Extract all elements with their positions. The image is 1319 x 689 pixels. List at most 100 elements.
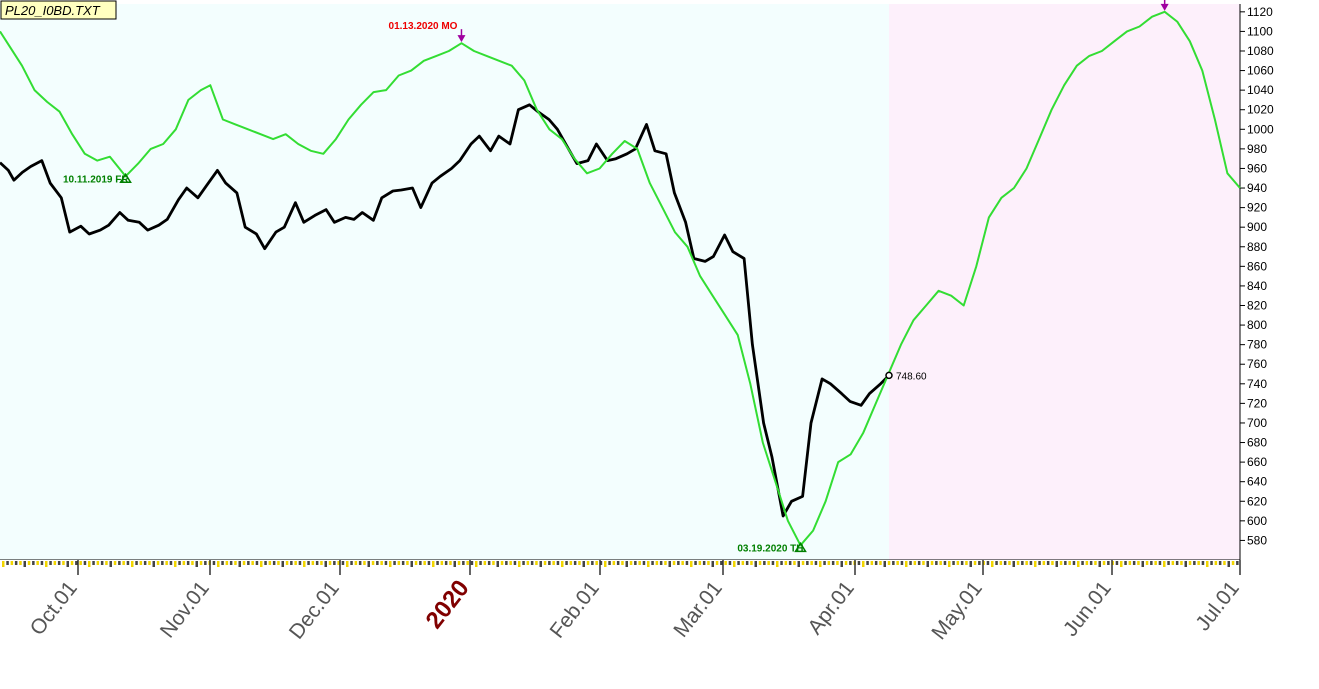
date-strip-tick: [728, 561, 732, 565]
date-strip-tick: [83, 561, 87, 565]
date-strip-tick: [268, 561, 272, 565]
y-tick-label: 580: [1247, 533, 1267, 547]
date-strip-tick: [457, 561, 461, 565]
date-strip-tick: [758, 561, 762, 565]
date-strip-tick: [139, 561, 143, 565]
date-strip-tick: [591, 561, 594, 565]
y-tick-label: 760: [1247, 357, 1267, 371]
date-strip-tick: [423, 561, 426, 565]
date-strip-tick: [10, 561, 14, 565]
y-tick-label: 940: [1247, 181, 1267, 195]
date-strip-tick: [1154, 561, 1157, 565]
date-strip-tick: [1085, 561, 1089, 565]
date-strip-tick: [475, 561, 478, 567]
date-strip-tick: [685, 561, 689, 565]
y-tick-label: 1040: [1247, 83, 1274, 97]
series-layer: 748.60: [0, 10, 1241, 547]
series-line-black: [0, 103, 890, 518]
date-strip-tick: [694, 561, 697, 565]
date-strip-tick: [565, 561, 568, 565]
x-tick-label: Oct.01: [26, 577, 82, 640]
date-strip-tick: [595, 561, 598, 565]
date-strip-tick: [621, 561, 624, 565]
date-strip-tick: [1081, 561, 1084, 565]
date-strip-tick: [221, 561, 224, 565]
date-strip-tick: [27, 561, 31, 565]
date-strip-tick: [543, 561, 547, 565]
date-strip-tick: [389, 561, 392, 567]
date-strip-tick: [629, 561, 633, 565]
date-strip-tick: [1029, 561, 1033, 565]
date-strip-tick: [948, 561, 951, 567]
date-strip-tick: [1025, 561, 1028, 565]
date-strip-tick: [797, 561, 800, 567]
date-strip-tick: [255, 561, 259, 565]
date-strip-tick: [204, 561, 207, 565]
date-strip-tick: [827, 561, 831, 565]
date-strip-tick: [217, 561, 220, 567]
y-axis-ticks: 580 600 620 640 660 680 700 720 740 760 780 800 820 8…: [1240, 5, 1274, 547]
date-strip-tick: [264, 561, 267, 565]
date-strip-tick: [1021, 561, 1024, 565]
date-strip-tick: [672, 561, 676, 565]
date-strip-tick: [552, 561, 555, 565]
y-tick-label: 880: [1247, 240, 1267, 254]
date-strip-tick: [793, 561, 796, 565]
date-strip-tick: [943, 561, 947, 565]
date-strip-tick: [453, 561, 456, 567]
date-strip-tick: [952, 561, 955, 565]
y-tick-label: 600: [1247, 514, 1267, 528]
date-strip-tick: [156, 561, 160, 565]
date-strip-tick: [281, 561, 284, 567]
date-strip-tick: [1003, 561, 1007, 565]
date-strip-tick: [913, 561, 917, 565]
date-strip-tick: [1201, 561, 1205, 565]
date-strip-tick: [887, 561, 891, 565]
date-strip-tick: [1064, 561, 1067, 565]
date-strip-tick: [922, 561, 925, 565]
date-strip-tick: [509, 561, 512, 565]
date-strip-tick: [358, 561, 362, 565]
date-strip-tick: [165, 561, 168, 565]
date-strip-tick: [530, 561, 534, 565]
date-strip-tick: [109, 561, 112, 567]
date-strip-tick: [573, 561, 577, 565]
date-strip-tick: [668, 561, 671, 567]
y-tick-label: 840: [1247, 279, 1267, 293]
date-strip-tick: [122, 561, 125, 565]
date-strip-tick: [380, 561, 383, 565]
date-strip-tick: [806, 561, 809, 565]
date-strip-tick: [1077, 561, 1080, 567]
date-strip-tick: [900, 561, 904, 565]
date-strip-tick: [896, 561, 899, 565]
date-strip-tick: [1089, 561, 1093, 565]
date-strip-tick: [152, 561, 155, 567]
date-strip-tick: [578, 561, 581, 565]
date-strip-tick: [569, 561, 573, 565]
date-strip-tick: [466, 561, 469, 565]
y-tick-label: 1080: [1247, 44, 1274, 58]
date-strip-tick: [711, 561, 714, 567]
date-strip-tick: [1218, 561, 1222, 565]
y-tick-label: 960: [1247, 161, 1267, 175]
date-strip-tick: [195, 561, 198, 567]
date-strip-tick: [294, 561, 297, 565]
date-strip-tick: [1145, 561, 1149, 565]
y-tick-label: 620: [1247, 494, 1267, 508]
date-strip-tick: [1068, 561, 1071, 565]
date-strip-tick: [1107, 561, 1110, 565]
date-strip-tick: [23, 561, 26, 567]
low-marker-icon: [794, 541, 807, 553]
date-strip-tick: [1193, 561, 1196, 565]
date-strip-tick: [191, 561, 194, 565]
date-strip-tick: [135, 561, 138, 565]
date-strip-tick: [1180, 561, 1183, 565]
y-tick-label: 700: [1247, 416, 1267, 430]
date-strip-tick: [956, 561, 960, 565]
date-strip-tick: [1163, 561, 1166, 567]
y-tick-label: 1120: [1247, 5, 1273, 19]
date-strip-tick: [393, 561, 396, 565]
date-strip-tick: [96, 561, 100, 565]
high-marker-icon: [1160, 3, 1169, 11]
date-strip-tick: [1137, 561, 1140, 565]
